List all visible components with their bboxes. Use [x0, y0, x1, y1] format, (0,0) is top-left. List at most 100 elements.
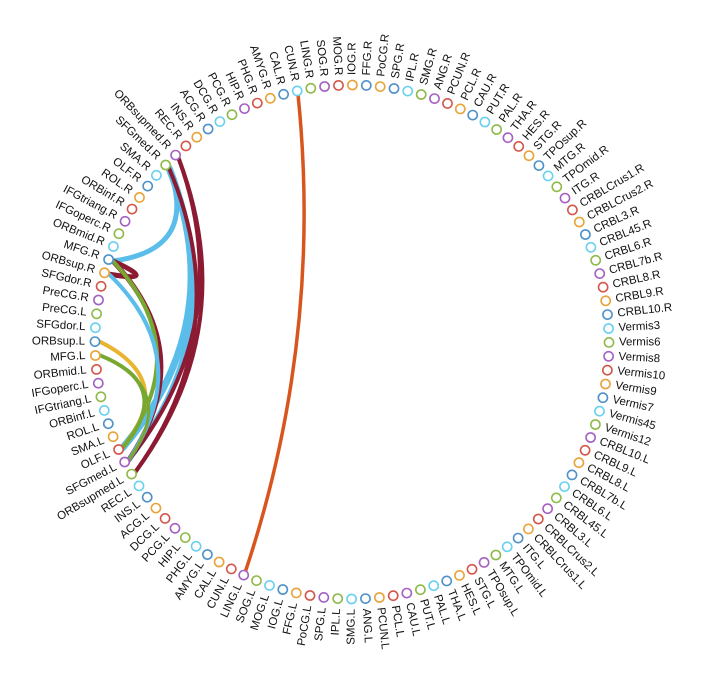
node-tposup-l — [478, 557, 490, 568]
node-label-vermis8: Vermis8 — [618, 351, 660, 365]
node-vermis6 — [603, 336, 615, 348]
node-cau-r — [467, 109, 479, 121]
node-crbl10-r — [602, 309, 613, 320]
node-label-crbl10-r: CRBL10.R — [617, 302, 673, 320]
node-vermis45 — [594, 405, 605, 417]
node-ang-l — [360, 593, 371, 604]
node-ring — [89, 79, 615, 605]
node-put-l — [414, 584, 426, 596]
node-tha-l — [441, 575, 453, 587]
node-label-vermis6: Vermis6 — [619, 336, 661, 348]
node-tposup-r — [533, 160, 545, 171]
node-acg-l — [150, 502, 162, 514]
node-crbl3-r — [580, 229, 591, 240]
node-ling-r — [305, 82, 317, 94]
node-crbl7b-r — [594, 268, 606, 279]
node-sma-l — [107, 431, 119, 443]
node-precg-l — [91, 308, 102, 320]
node-sfgmed-l — [119, 456, 131, 468]
node-pocg-r — [374, 81, 386, 92]
node-label-ffg-r: FFG.R — [361, 41, 375, 76]
node-label-mog-r: MOG.R — [330, 36, 344, 76]
node-orbsup-r — [99, 267, 110, 279]
node-mfg-r — [103, 254, 114, 265]
node-tha-r — [502, 132, 514, 144]
node-label-mfg-l: MFG.L — [50, 350, 86, 364]
node-orbmid-r — [108, 241, 119, 252]
node-orbsupmed-r — [170, 149, 181, 161]
node-tpomid-r — [551, 181, 563, 193]
node-label-iog-r: IOG.R — [346, 42, 358, 75]
node-smg-r — [415, 89, 427, 100]
node-label-ipl-l: IPL.L — [330, 608, 344, 636]
node-orbinf-l — [98, 404, 110, 416]
node-ifgoperc-l — [92, 377, 104, 389]
node-vermis3 — [603, 323, 614, 334]
edge-orbsupmed-r-orbsupmed-l — [133, 156, 205, 474]
node-iog-l — [277, 584, 289, 595]
node-pcun-r — [442, 98, 453, 109]
node-ins-r — [191, 131, 203, 143]
node-pcun-l — [373, 592, 385, 603]
node-label-spg-l: SPG.L — [313, 606, 329, 642]
node-label-ang-l: ANG.L — [360, 608, 374, 644]
node-label-precg-l: PreCG.L — [41, 302, 87, 319]
node-label-pcl-l: PCL.L — [389, 605, 406, 639]
node-cun-r — [291, 85, 303, 97]
node-pcg-r — [226, 109, 238, 121]
node-label-orbmid-l: ORBmid.L — [33, 364, 88, 382]
node-crblcrus2-l — [532, 513, 544, 525]
node-phg-r — [251, 97, 263, 109]
node-mtg-l — [490, 549, 502, 561]
node-sog-r — [319, 81, 330, 92]
node-ifgtriang-l — [95, 391, 107, 403]
node-crblcrus2-r — [573, 216, 585, 228]
node-label-spg-r: SPG.R — [390, 42, 408, 79]
node-put-r — [479, 116, 491, 128]
node-rec-r — [180, 140, 192, 152]
edge-mfg-r-orbsup-r — [106, 258, 139, 280]
node-sog-l — [251, 575, 262, 586]
node-label-sfgdor-l: SFGdor.L — [36, 318, 86, 333]
node-precg-r — [93, 294, 104, 306]
node-mtg-r — [542, 170, 554, 182]
node-crbl7b-l — [566, 469, 578, 481]
node-crbl45-r — [585, 241, 597, 253]
node-crbl45-l — [550, 492, 562, 504]
node-cun-l — [225, 563, 237, 575]
node-stg-r — [523, 150, 535, 162]
node-crbl3-l — [542, 503, 553, 515]
node-vermis9 — [600, 378, 611, 390]
node-phg-l — [190, 540, 202, 552]
node-pcl-l — [387, 590, 399, 602]
node-tpomid-l — [501, 541, 513, 553]
node-crbl8-r — [597, 281, 609, 293]
node-iog-r — [346, 79, 358, 91]
node-rol-l — [102, 418, 114, 430]
node-vermis10 — [602, 364, 613, 376]
node-cal-l — [213, 556, 225, 568]
node-crblcrus1-r — [567, 204, 578, 216]
node-crbl9-l — [579, 444, 591, 456]
node-ffg-l — [290, 587, 302, 599]
node-ifgoperc-r — [113, 228, 125, 240]
label-ring: PoCG.RSPG.RIPL.RSMG.RANG.RPCUN.RPCL.RCAU… — [31, 33, 673, 650]
node-pal-l — [428, 580, 440, 592]
node-mog-l — [264, 580, 275, 591]
node-crbl10-l — [585, 432, 596, 443]
node-ang-r — [429, 93, 440, 104]
node-sfgmed-r — [160, 159, 172, 171]
node-sma-r — [150, 169, 162, 181]
node-vermis7 — [597, 392, 609, 404]
node-orbsupmed-l — [126, 468, 138, 480]
node-hip-r — [239, 103, 250, 114]
node-hip-l — [179, 532, 191, 543]
node-label-pocg-r: PoCG.R — [375, 33, 392, 77]
node-orbmid-l — [91, 363, 102, 375]
node-mfg-l — [90, 350, 101, 361]
node-cal-r — [278, 88, 289, 100]
node-ifgtriang-r — [119, 215, 131, 227]
node-pal-r — [491, 124, 502, 135]
node-hes-l — [454, 570, 465, 581]
